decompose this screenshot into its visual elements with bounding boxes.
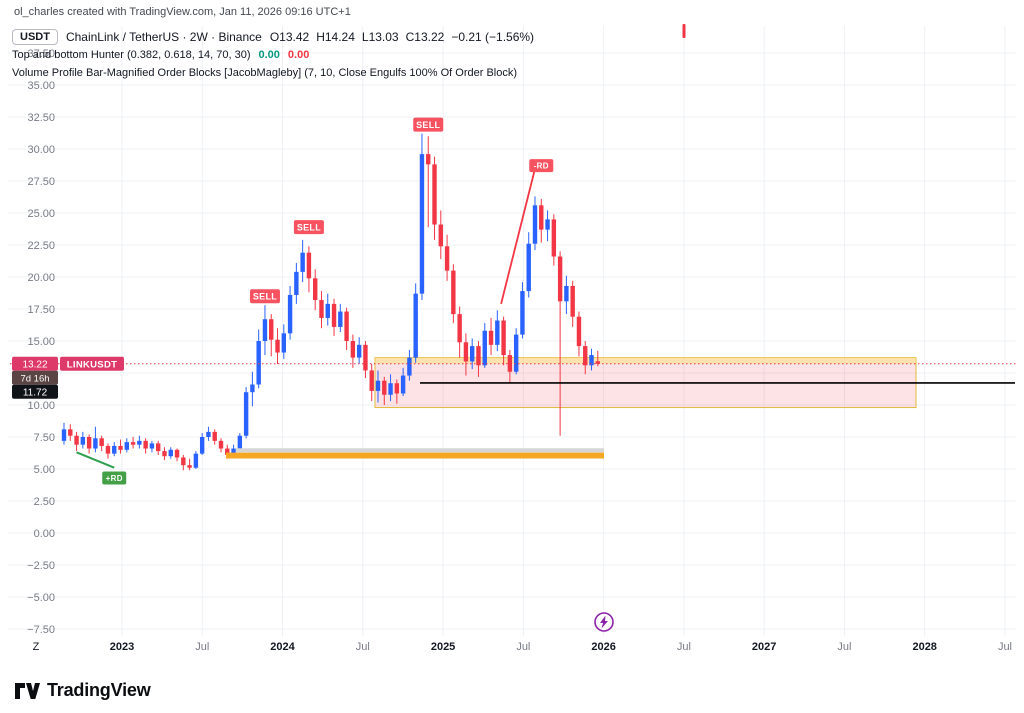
orange-order-block xyxy=(226,452,604,459)
svg-text:10.00: 10.00 xyxy=(27,400,55,412)
symbol-row: USDT ChainLink / TetherUS · 2W · Binance… xyxy=(12,29,534,45)
svg-text:2.50: 2.50 xyxy=(34,496,55,508)
annotations-layer: SELL SELL SELL -RD +RD xyxy=(102,117,554,485)
svg-text:2024: 2024 xyxy=(270,641,295,653)
svg-text:SELL: SELL xyxy=(416,120,440,130)
svg-text:17.50: 17.50 xyxy=(27,304,55,316)
indicator1-green-value: 0.00 xyxy=(258,49,280,61)
price-axis: 37.50 35.00 32.50 30.00 27.50 25.00 22.50 20.00… xyxy=(27,48,55,636)
symbol-title[interactable]: ChainLink / TetherUS · 2W · Binance xyxy=(65,30,262,44)
change-value: −0.21 (−1.56%) xyxy=(451,30,535,44)
svg-text:Jul: Jul xyxy=(998,641,1012,653)
svg-text:7.50: 7.50 xyxy=(34,432,55,444)
svg-text:−5.00: −5.00 xyxy=(27,592,55,604)
ohlc-values: O13.42 H14.24 L13.03 C13.22 −0.21 (−1.56… xyxy=(270,30,534,44)
signal-badge: +RD xyxy=(102,471,127,485)
svg-text:SELL: SELL xyxy=(253,291,277,301)
svg-text:7d 16h: 7d 16h xyxy=(20,373,49,384)
svg-text:−7.50: −7.50 xyxy=(27,624,55,636)
currency-toggle-button[interactable]: USDT xyxy=(12,29,58,45)
svg-text:+RD: +RD xyxy=(106,474,123,483)
zones-front-layer xyxy=(226,448,604,459)
candles-layer xyxy=(61,133,600,471)
svg-text:2023: 2023 xyxy=(110,641,134,653)
svg-text:2026: 2026 xyxy=(591,641,615,653)
close-value: C13.22 xyxy=(405,30,445,44)
tradingview-logo[interactable]: TradingView xyxy=(14,680,151,702)
tradingview-wordmark: TradingView xyxy=(47,680,151,700)
svg-text:-RD: -RD xyxy=(534,162,549,171)
svg-text:2027: 2027 xyxy=(752,641,776,653)
signal-badge: -RD xyxy=(529,159,554,173)
indicator1-title[interactable]: Top and bottom Hunter (0.382, 0.618, 14,… xyxy=(12,49,251,61)
gray-order-block xyxy=(236,448,604,453)
svg-text:32.50: 32.50 xyxy=(27,112,55,124)
svg-text:22.50: 22.50 xyxy=(27,240,55,252)
svg-text:15.00: 15.00 xyxy=(27,336,55,348)
svg-text:35.00: 35.00 xyxy=(27,80,55,92)
event-lightning-icon[interactable] xyxy=(594,612,614,632)
svg-text:27.50: 27.50 xyxy=(27,176,55,188)
chart-credit: ol_charles created with TradingView.com,… xyxy=(14,6,351,18)
alert-marker[interactable] xyxy=(682,24,686,38)
svg-text:30.00: 30.00 xyxy=(27,144,55,156)
indicator1-red-value: 0.00 xyxy=(287,49,310,61)
bullish-divergence-layer xyxy=(76,451,115,469)
chart-canvas[interactable]: SELL SELL SELL -RD +RD 37.50 35.00 32.50 30.00 27… xyxy=(0,0,1024,668)
svg-text:5.00: 5.00 xyxy=(34,464,55,476)
svg-text:11.72: 11.72 xyxy=(23,387,48,398)
indicator2-title[interactable]: Volume Profile Bar-Magnified Order Block… xyxy=(12,67,518,79)
time-axis: Z 2023 Jul 2024 Jul 2025 Jul 2026 Jul 2027 Jul 2028… xyxy=(33,641,1012,653)
order-block-strip xyxy=(375,357,916,364)
svg-text:Jul: Jul xyxy=(195,641,209,653)
signal-badge: SELL xyxy=(293,220,324,235)
svg-text:0.00: 0.00 xyxy=(34,528,55,540)
svg-text:20.00: 20.00 xyxy=(27,272,55,284)
footer-bar: TradingView xyxy=(0,668,1024,713)
open-value: O13.42 xyxy=(269,30,310,44)
levels-layer xyxy=(10,363,1016,384)
svg-text:Jul: Jul xyxy=(837,641,851,653)
chart-legend: USDT ChainLink / TetherUS · 2W · Binance… xyxy=(12,29,534,81)
tradingview-logomark-icon xyxy=(15,682,40,699)
svg-text:Z: Z xyxy=(33,641,40,653)
price-axis-badges[interactable]: 13.22 LINKUSDT 7d 16h 11.72 xyxy=(12,356,124,399)
grid-layer xyxy=(8,26,1016,636)
high-value: H14.24 xyxy=(316,30,355,44)
svg-text:2025: 2025 xyxy=(431,641,455,653)
indicator-row-1: Top and bottom Hunter (0.382, 0.618, 14,… xyxy=(12,47,534,63)
svg-text:Jul: Jul xyxy=(516,641,530,653)
svg-text:SELL: SELL xyxy=(297,222,321,232)
svg-text:LINKUSDT: LINKUSDT xyxy=(67,359,117,370)
svg-text:Jul: Jul xyxy=(677,641,691,653)
svg-text:37.50: 37.50 xyxy=(27,48,55,60)
svg-text:Jul: Jul xyxy=(356,641,370,653)
signal-badge: SELL xyxy=(249,289,280,304)
svg-text:13.22: 13.22 xyxy=(22,359,47,370)
svg-text:−2.50: −2.50 xyxy=(27,560,55,572)
indicator-row-2: Volume Profile Bar-Magnified Order Block… xyxy=(12,65,534,81)
low-value: L13.03 xyxy=(361,30,399,44)
signal-badge: SELL xyxy=(413,117,444,132)
svg-text:2028: 2028 xyxy=(912,641,936,653)
svg-text:25.00: 25.00 xyxy=(27,208,55,220)
